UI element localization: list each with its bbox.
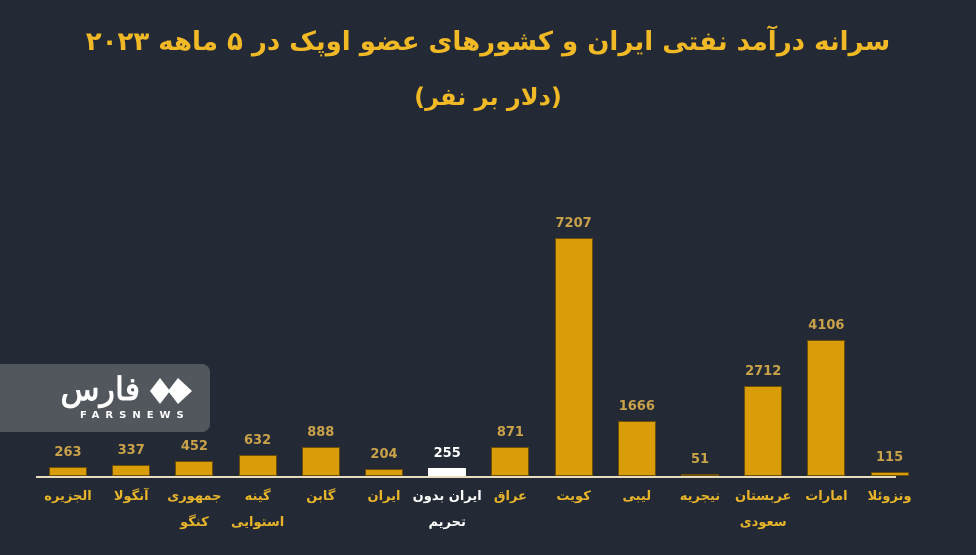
category-label-line1: جمهوری: [167, 489, 222, 504]
category-label-line1: ایران: [367, 489, 401, 504]
category-label: گینه استوایی: [213, 484, 303, 536]
category-label-line2: سعودی: [739, 515, 787, 530]
bar-value-label: 337: [117, 442, 145, 458]
bar: [681, 474, 719, 476]
category-label-line1: نیجریه: [679, 489, 721, 504]
category-label-line1: الجزیره: [44, 489, 92, 504]
category-label-line1: گابن: [306, 489, 336, 504]
category-label: ونزوئلا: [845, 484, 935, 510]
bar-value-label: 204: [370, 447, 398, 463]
category-label-line1: آنگولا: [113, 489, 149, 504]
category-label-line2: استوایی: [231, 515, 285, 530]
category-label: الجزیره: [23, 484, 113, 510]
bar: [49, 467, 87, 476]
bar-value-label: 871: [496, 425, 524, 441]
category-label-line1: ایران بدون: [412, 489, 482, 504]
category-label-line2: کنگو: [180, 515, 209, 530]
bar: [428, 467, 467, 476]
bar-value-label: 7207: [555, 216, 592, 231]
category-label: عراق: [465, 484, 555, 510]
category-label: گابن: [276, 484, 366, 510]
category-label-line2: تحریم: [428, 515, 466, 530]
bar-value-label: 4106: [808, 318, 845, 334]
category-label-line1: لیبی: [622, 489, 652, 504]
bar: [617, 420, 656, 476]
bar-value-label: 255: [433, 445, 461, 461]
x-axis-line: [36, 476, 896, 478]
category-label: کویت: [529, 484, 619, 510]
bar: [301, 446, 340, 476]
category-label-line1: گینه: [244, 489, 271, 504]
category-label: نیجریه: [655, 484, 745, 510]
category-label-line1: عربستان: [735, 489, 792, 504]
category-label: ایران بدون تحریم: [402, 484, 492, 536]
bar: [554, 238, 593, 476]
bar: [175, 461, 214, 476]
category-label: جمهوری کنگو: [149, 484, 239, 536]
bar-value-label: 452: [180, 439, 208, 455]
bar: [491, 447, 530, 476]
bar-value-label: 632: [244, 433, 272, 449]
bar: [238, 455, 277, 476]
bar-value-label: 2712: [745, 364, 782, 380]
category-label-line1: امارات: [805, 489, 848, 504]
category-label: ایران: [339, 484, 429, 510]
bar: [870, 472, 909, 476]
category-label: لیبی: [592, 484, 682, 510]
category-label: آنگولا: [86, 484, 176, 510]
logo-wordmark: فارس: [60, 370, 140, 408]
chart-title: سرانه درآمد نفتی ایران و کشورهای عضو اوپ…: [85, 27, 891, 57]
category-label-line1: کویت: [556, 489, 591, 504]
category-label-line1: ونزوئلا: [867, 489, 912, 504]
category-label: امارات: [781, 484, 871, 510]
bar: [744, 386, 783, 476]
bar: [807, 340, 846, 476]
bar-value-label: 1666: [618, 398, 655, 414]
category-label: عربستان سعودی: [718, 484, 808, 536]
bar-value-label: 263: [54, 445, 82, 461]
category-label-line1: عراق: [493, 489, 527, 504]
bar: [112, 464, 151, 476]
bar-value-label: 115: [876, 450, 904, 466]
bar-value-label: 51: [690, 452, 710, 467]
farsnews-logo: فارس FARSNEWS: [0, 364, 210, 432]
bar-value-label: 888: [307, 424, 335, 440]
chart-subtitle: (دلار بر نفر): [414, 83, 562, 111]
logo-subtext: FARSNEWS: [80, 410, 190, 421]
diamond-logo-icon: [150, 378, 192, 404]
bar: [365, 469, 403, 476]
